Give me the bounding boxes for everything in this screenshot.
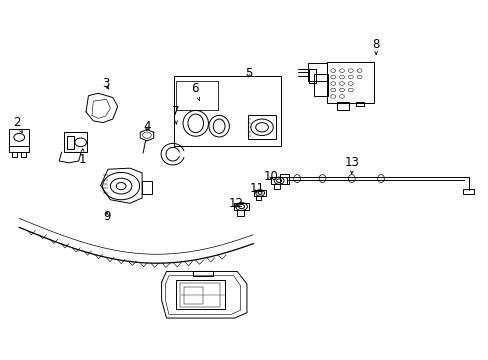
Bar bbox=[336, 102, 348, 110]
Bar bbox=[183, 287, 203, 305]
Bar bbox=[142, 181, 152, 194]
Text: 9: 9 bbox=[103, 210, 110, 223]
Text: 4: 4 bbox=[143, 121, 150, 134]
Text: 3: 3 bbox=[102, 77, 109, 90]
Bar bbox=[256, 196, 261, 200]
Bar bbox=[462, 189, 473, 194]
Text: 8: 8 bbox=[372, 38, 379, 54]
Bar bbox=[173, 76, 281, 146]
Bar bbox=[9, 146, 29, 152]
Bar bbox=[12, 152, 17, 157]
Text: 12: 12 bbox=[228, 197, 243, 210]
Bar bbox=[233, 203, 249, 211]
Bar bbox=[64, 132, 87, 152]
Text: 7: 7 bbox=[172, 105, 180, 124]
Bar bbox=[274, 184, 280, 189]
Bar bbox=[176, 81, 217, 110]
Bar bbox=[308, 69, 316, 83]
Bar bbox=[180, 283, 220, 307]
Bar bbox=[327, 62, 373, 103]
Bar bbox=[355, 102, 364, 106]
Text: 6: 6 bbox=[191, 82, 199, 100]
Bar bbox=[67, 135, 74, 149]
Bar bbox=[254, 190, 266, 196]
Text: 5: 5 bbox=[244, 67, 252, 80]
Bar bbox=[307, 63, 327, 81]
Bar bbox=[279, 174, 289, 184]
Bar bbox=[21, 152, 26, 157]
Text: 10: 10 bbox=[264, 170, 278, 183]
Bar bbox=[236, 211, 243, 216]
Bar bbox=[271, 177, 286, 184]
Bar bbox=[9, 129, 29, 146]
Bar bbox=[176, 280, 224, 309]
Text: 2: 2 bbox=[13, 116, 22, 132]
Bar bbox=[193, 271, 212, 276]
Bar bbox=[313, 74, 328, 96]
Text: 13: 13 bbox=[344, 156, 359, 174]
Text: 1: 1 bbox=[79, 149, 86, 166]
Text: 11: 11 bbox=[249, 183, 264, 195]
Bar bbox=[247, 116, 276, 139]
